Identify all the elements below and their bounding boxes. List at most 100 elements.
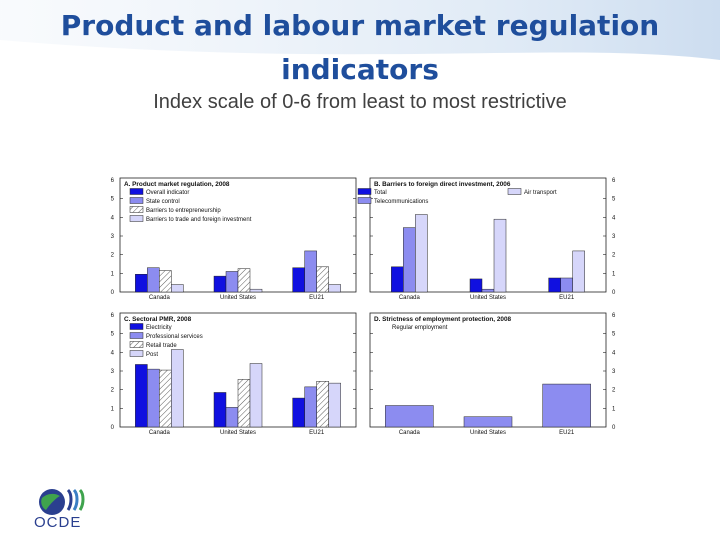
panel-1-ytick-left: 3 (111, 234, 115, 240)
panel-2-bar-telecommunications-united-states (481, 288, 495, 293)
panel-3-ytick-left: 3 (111, 369, 115, 375)
panel-3-title: C. Sectoral PMR, 2008 (124, 316, 192, 323)
panel-2-bar-air-transport-eu21 (572, 250, 585, 293)
panel-4-ytick-right: 5 (612, 332, 616, 338)
panel-3-ytick-left: 1 (111, 406, 115, 412)
panel-1-legend-label-overall-indicator: Overall indicator (146, 190, 189, 196)
panel-1-bar-barriers-to-trade-and-foreign-investment-eu21 (328, 284, 341, 293)
panel-1-ytick-left: 1 (111, 271, 115, 277)
panel-3-legend-swatch-retail-trade (129, 341, 144, 348)
panel-2-ytick-right: 6 (612, 178, 616, 184)
panel-1-bar-overall-indicator-united-states (213, 275, 227, 293)
slide-title-line2: indicators (281, 53, 439, 86)
panel-4-title: D. Strictness of employment protection, … (374, 316, 512, 323)
panel-3-bar-electricity-united-states (213, 392, 227, 428)
panel-3-xtick-label: Canada (149, 430, 171, 436)
panel-3-bar-electricity-eu21 (292, 397, 305, 428)
panel-3-legend-label-post: Post (146, 352, 158, 358)
panel-2-title: B. Barriers to foreign direct investment… (374, 181, 511, 188)
panel-1-ytick-left: 5 (111, 197, 115, 203)
panel-1-legend-label-state-control: State control (146, 199, 180, 205)
panel-2-bar-air-transport-united-states (493, 218, 507, 293)
panel-1-bar-state-control-canada (147, 267, 160, 293)
panel-2-bar-air-transport-canada (415, 214, 428, 293)
panel-1-xtick-label: United States (220, 295, 256, 301)
slide-title-line1: Product and labour market regulation (60, 9, 660, 42)
panel-2-xtick-label: EU21 (559, 295, 575, 301)
panel-1-legend-label-barriers-to-trade-and-foreign-investment: Barriers to trade and foreign investment (146, 217, 252, 223)
panel-2-bar-total-eu21 (548, 277, 561, 293)
panel-1-xtick-label: EU21 (309, 295, 325, 301)
panel-2-legend-swatch-air-transport (507, 188, 522, 195)
panel-1-ytick-left: 6 (111, 178, 115, 184)
panel-3-bar-post-united-states (249, 363, 263, 428)
panel-2-legend-label-total: Total (374, 190, 387, 196)
panel-1-ytick-left: 2 (111, 253, 115, 259)
panel-3-bar-electricity-canada (135, 364, 148, 428)
panel-3-legend-label-retail-trade: Retail trade (146, 343, 177, 349)
panel-4-ytick-right: 6 (612, 313, 616, 319)
panel-2-bar-telecommunications-canada (403, 227, 416, 293)
panel-4-bar-regular-employment-canada (385, 405, 434, 428)
panel-2-ytick-right: 3 (612, 234, 616, 240)
panel-3-ytick-left: 4 (111, 350, 115, 356)
panel-2-ytick-right: 2 (612, 253, 616, 259)
panel-3-xtick-label: United States (220, 430, 256, 436)
panel-2-xtick-label: Canada (399, 295, 421, 301)
panel-1-bar-barriers-to-entrepreneurship-eu21 (316, 266, 329, 293)
panel-3-ytick-left: 2 (111, 388, 115, 394)
panel-4-ytick-right: 0 (612, 425, 616, 431)
panel-2-bar-total-canada (391, 266, 404, 293)
slide-title: Product and labour market regulation ind… (40, 4, 680, 92)
panel-1-legend-label-barriers-to-entrepreneurship: Barriers to entrepreneurship (146, 208, 221, 214)
panel-1-bar-state-control-eu21 (304, 250, 317, 293)
header-background (0, 0, 720, 60)
panel-3-ytick-left: 6 (111, 313, 115, 319)
panel-3-bar-retail-trade-canada (159, 369, 172, 428)
panel-1-bar-state-control-united-states (225, 271, 239, 293)
oecd-logo-icon (39, 488, 85, 515)
slide-subtitle: Index scale of 0-6 from least to most re… (153, 91, 567, 113)
panel-1-xtick-label: Canada (149, 295, 171, 301)
panel-3-legend-swatch-professional-services (129, 332, 144, 339)
panel-2-ytick-right: 4 (612, 215, 616, 221)
regulation-charts-figure: A. Product market regulation, 2008 0 1 2 3 4 5… (111, 177, 616, 436)
panel-3-bar-post-canada (171, 349, 184, 428)
panel-3-ytick-left: 5 (111, 332, 115, 338)
panel-1-legend-swatch-state-control (129, 197, 144, 204)
panel-3-legend-swatch-post (129, 350, 144, 357)
panel-3-ytick-left: 0 (111, 425, 115, 431)
panel-2-legend-swatch-total (357, 188, 372, 195)
panel-4-xtick-label: EU21 (559, 430, 575, 436)
panel-4-legend-label-regular-employment: Regular employment (392, 325, 448, 331)
panel-4-ytick-right: 1 (612, 406, 616, 412)
panel-4-bar-regular-employment-united-states (463, 416, 513, 428)
panel-2-ytick-right: 1 (612, 271, 616, 277)
panel-1-bar-overall-indicator-canada (135, 274, 148, 293)
panel-1-bar-overall-indicator-eu21 (292, 267, 305, 293)
panel-3-legend-label-electricity: Electricity (146, 325, 172, 331)
panel-3-bar-professional-services-united-states (225, 407, 239, 428)
panel-3-legend-swatch-electricity (129, 323, 144, 330)
panel-2-xtick-label: United States (470, 295, 506, 301)
panel-1-legend-swatch-overall-indicator (129, 188, 144, 195)
panel-3-xtick-label: EU21 (309, 430, 325, 436)
panel-3-bar-post-eu21 (328, 382, 341, 428)
panel-1-ytick-left: 4 (111, 215, 115, 221)
panel-4-xtick-label: United States (470, 430, 506, 436)
panel-2-ytick-right: 0 (612, 290, 616, 296)
panel-1-legend-swatch-barriers-to-entrepreneurship (129, 206, 144, 213)
panel-3-bar-professional-services-eu21 (304, 386, 317, 428)
panel-1-title: A. Product market regulation, 2008 (124, 181, 230, 188)
panel-2-ytick-right: 5 (612, 197, 616, 203)
panel-4-bar-regular-employment-eu21 (542, 383, 591, 428)
panel-4-ytick-right: 4 (612, 350, 616, 356)
panel-1-ytick-left: 0 (111, 290, 115, 296)
panel-2-legend-label-air-transport: Air transport (524, 190, 557, 196)
panel-2-legend-swatch-telecommunications (357, 197, 372, 204)
panel-1-bar-barriers-to-trade-and-foreign-investment-canada (171, 284, 184, 293)
panel-3-bar-retail-trade-eu21 (316, 381, 329, 428)
panel-4-xtick-label: Canada (399, 430, 421, 436)
oecd-logo-text: OCDE (34, 514, 82, 531)
panel-1-bar-barriers-to-entrepreneurship-canada (159, 270, 172, 293)
